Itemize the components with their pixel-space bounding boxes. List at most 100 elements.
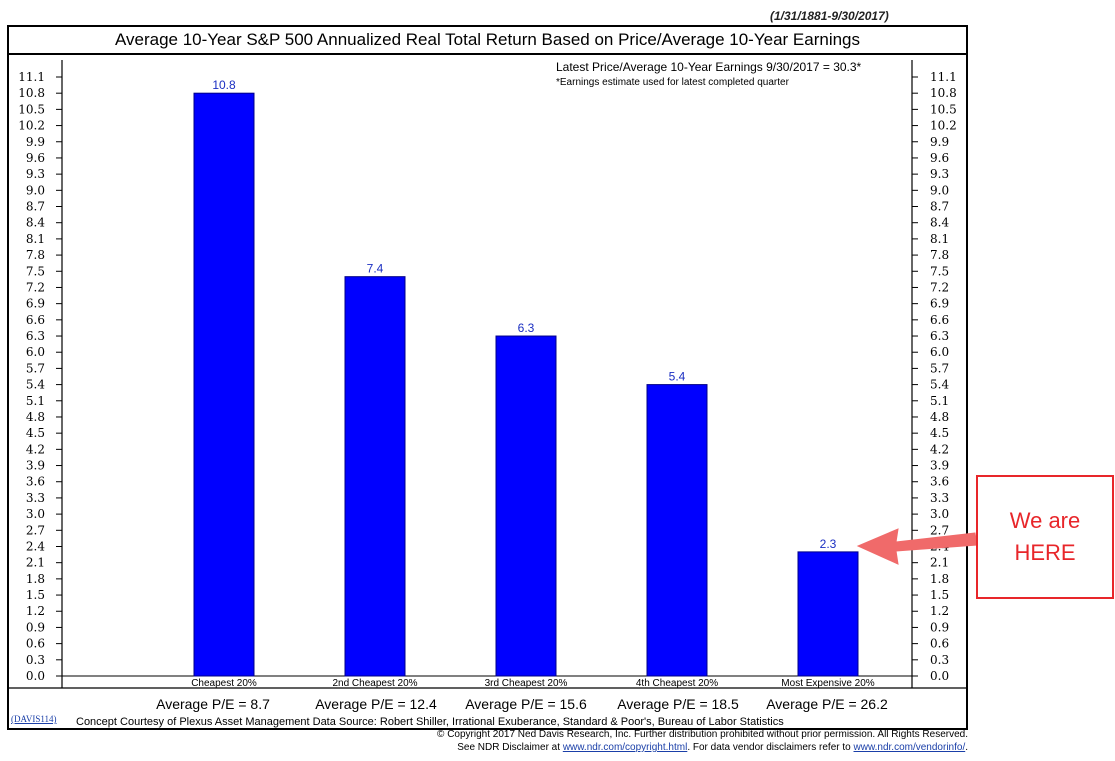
y-tick-label-left: 6.6: [26, 313, 45, 327]
y-tick-label-right: 7.5: [930, 264, 949, 278]
y-tick-label-left: 8.1: [26, 232, 45, 246]
y-tick-label-left: 10.5: [18, 102, 45, 116]
y-tick-label-left: 11.1: [18, 70, 45, 84]
y-tick-label-left: 9.0: [26, 183, 45, 197]
bar: [495, 335, 557, 677]
y-tick-label-left: 2.7: [26, 523, 45, 537]
y-tick-label-right: 0.9: [930, 620, 949, 634]
y-tick-label-left: 3.3: [26, 491, 45, 505]
y-tick-label-right: 10.2: [930, 119, 957, 133]
y-tick-label-right: 1.5: [930, 588, 949, 602]
davis-code-link[interactable]: (DAVIS114): [11, 714, 57, 724]
y-tick-label-right: 9.3: [930, 167, 949, 181]
category-label: Most Expensive 20%: [781, 678, 874, 689]
y-tick-label-right: 6.6: [930, 313, 949, 327]
y-tick-label-right: 1.8: [930, 572, 949, 586]
vendorinfo-link[interactable]: www.ndr.com/vendorinfo/: [853, 742, 966, 753]
y-tick-label-right: 8.7: [930, 200, 949, 214]
y-tick-label-left: 3.9: [26, 459, 45, 473]
bar: [646, 384, 708, 677]
bar-value-label: 5.4: [669, 370, 686, 384]
y-tick-label-left: 9.6: [26, 151, 45, 165]
y-tick-label-left: 0.3: [26, 653, 45, 667]
y-tick-label-right: 9.6: [930, 151, 949, 165]
y-tick-label-right: 6.3: [930, 329, 949, 343]
y-tick-label-right: 0.3: [930, 653, 949, 667]
bar-value-label: 7.4: [367, 262, 384, 276]
y-tick-label-right: 4.8: [930, 410, 949, 424]
y-tick-label-left: 0.9: [26, 620, 45, 634]
bar: [797, 551, 859, 677]
y-tick-label-right: 6.0: [930, 345, 949, 359]
copyright-note: © Copyright 2017 Ned Davis Research, Inc…: [437, 729, 968, 740]
disclaimer-note: See NDR Disclaimer at www.ndr.com/copyri…: [457, 742, 968, 753]
y-tick-label-right: 9.0: [930, 183, 949, 197]
average-pe-label: Average P/E = 26.2: [766, 696, 888, 712]
y-tick-label-right: 3.0: [930, 507, 949, 521]
y-tick-label-right: 7.8: [930, 248, 949, 262]
y-tick-label-right: 10.5: [930, 102, 957, 116]
y-tick-label-left: 5.4: [26, 378, 45, 392]
y-tick-label-left: 10.8: [18, 86, 45, 100]
y-tick-label-right: 0.0: [930, 669, 949, 683]
category-label: 4th Cheapest 20%: [636, 678, 718, 689]
y-tick-label-left: 6.9: [26, 297, 45, 311]
source-note: Concept Courtesy of Plexus Asset Managem…: [76, 716, 784, 728]
y-tick-label-right: 5.1: [930, 394, 949, 408]
y-tick-label-right: 9.9: [930, 135, 949, 149]
callout-arrow-icon: [856, 528, 978, 565]
bar-value-label: 2.3: [820, 537, 837, 551]
y-tick-label-left: 4.2: [26, 442, 45, 456]
y-tick-label-right: 0.6: [930, 637, 949, 651]
y-tick-label-right: 3.3: [930, 491, 949, 505]
average-pe-label: Average P/E = 18.5: [617, 696, 739, 712]
y-tick-label-right: 5.4: [930, 378, 949, 392]
y-tick-label-left: 7.8: [26, 248, 45, 262]
category-label: 3rd Cheapest 20%: [485, 678, 568, 689]
y-tick-label-right: 2.7: [930, 523, 949, 537]
bar-value-label: 10.8: [212, 78, 236, 92]
category-label: 2nd Cheapest 20%: [332, 678, 417, 689]
average-pe-label: Average P/E = 8.7: [156, 696, 270, 712]
y-tick-label-right: 7.2: [930, 280, 949, 294]
y-tick-label-right: 11.1: [930, 70, 957, 84]
y-tick-label-left: 2.1: [26, 556, 45, 570]
bar-value-label: 6.3: [518, 321, 535, 335]
y-tick-label-right: 1.2: [930, 604, 949, 618]
y-tick-label-left: 9.9: [26, 135, 45, 149]
y-tick-label-left: 8.4: [26, 216, 45, 230]
copyright-link[interactable]: www.ndr.com/copyright.html: [562, 742, 688, 753]
bar: [193, 92, 255, 677]
disclaimer-suffix: .: [965, 742, 968, 753]
average-pe-label: Average P/E = 15.6: [465, 696, 587, 712]
we-are-here-callout: We are HERE: [976, 475, 1114, 599]
y-tick-label-left: 1.2: [26, 604, 45, 618]
y-tick-label-left: 5.7: [26, 361, 45, 375]
y-tick-label-right: 3.6: [930, 475, 949, 489]
y-tick-label-right: 5.7: [930, 361, 949, 375]
latest-pe-note: Latest Price/Average 10-Year Earnings 9/…: [556, 60, 862, 74]
y-tick-label-left: 3.6: [26, 475, 45, 489]
y-tick-label-left: 9.3: [26, 167, 45, 181]
y-tick-label-left: 1.5: [26, 588, 45, 602]
y-tick-label-left: 2.4: [26, 539, 45, 553]
callout-line-1: We are: [1009, 508, 1081, 533]
date-range: (1/31/1881-9/30/2017): [770, 9, 889, 23]
y-tick-label-left: 4.5: [26, 426, 45, 440]
average-pe-label: Average P/E = 12.4: [315, 696, 437, 712]
y-tick-label-left: 1.8: [26, 572, 45, 586]
earnings-footnote: *Earnings estimate used for latest compl…: [556, 77, 789, 88]
y-tick-label-right: 8.1: [930, 232, 949, 246]
y-tick-label-right: 10.8: [930, 86, 957, 100]
y-tick-label-right: 4.5: [930, 426, 949, 440]
callout-line-2: HERE: [1014, 540, 1076, 565]
y-tick-label-left: 0.0: [26, 669, 45, 683]
disclaimer-middle: . For data vendor disclaimers refer to: [687, 742, 854, 753]
category-label: Cheapest 20%: [191, 678, 257, 689]
chart-frame: [7, 25, 968, 730]
y-tick-label-left: 10.2: [18, 119, 45, 133]
y-tick-label-right: 4.2: [930, 442, 949, 456]
y-tick-label-left: 5.1: [26, 394, 45, 408]
bar: [344, 276, 406, 677]
